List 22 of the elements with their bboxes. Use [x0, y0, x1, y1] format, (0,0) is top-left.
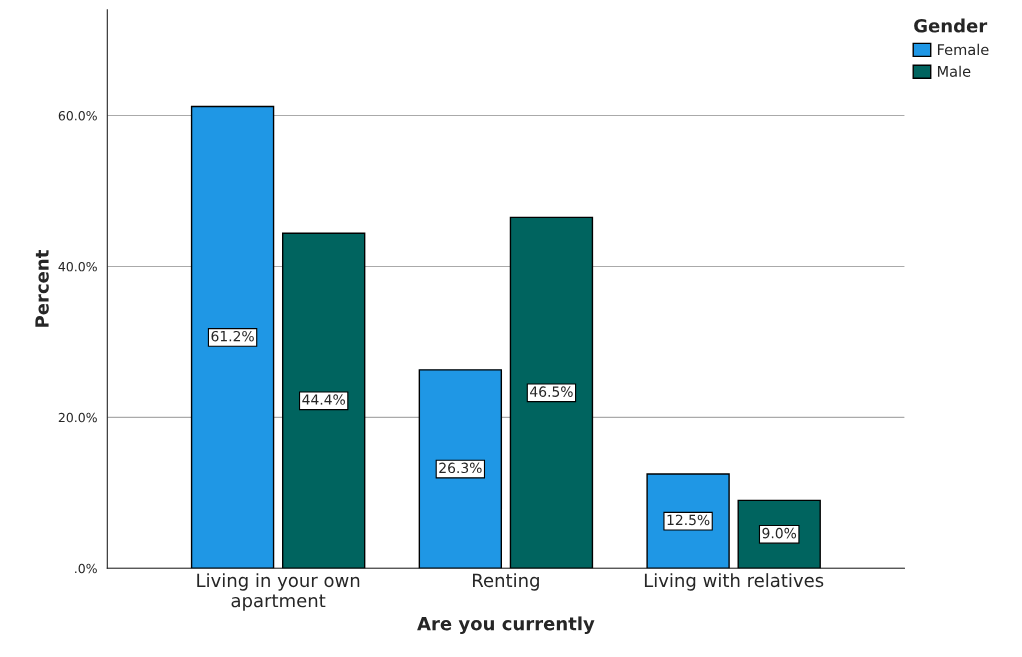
legend-label: Male: [937, 65, 971, 77]
y-tick-label: 20.0%: [58, 412, 97, 423]
data-label: 46.5%: [530, 386, 573, 397]
data-label: 44.4%: [302, 394, 345, 405]
bar: [418, 369, 503, 569]
y-axis-title: Percent: [35, 250, 49, 327]
x-tick-label: Renting: [473, 573, 539, 591]
x-tick-label: Living in your own apartment: [197, 573, 360, 611]
legend-label: Female: [937, 43, 989, 56]
y-tick-label: .0%: [75, 563, 97, 574]
data-label: 26.3%: [439, 462, 482, 474]
data-label: 61.2%: [211, 330, 254, 342]
x-axis-title: Are you currently: [417, 616, 595, 635]
bar: [509, 216, 594, 569]
legend-title: Gender: [914, 18, 988, 33]
data-label: 9.0%: [762, 527, 797, 539]
data-label: 12.5%: [667, 514, 710, 526]
bar: [190, 105, 275, 569]
y-tick-label: 60.0%: [58, 110, 97, 121]
x-tick-label: Living with relatives: [644, 573, 824, 591]
bar: [281, 232, 366, 569]
y-tick-label: 40.0%: [58, 261, 97, 272]
